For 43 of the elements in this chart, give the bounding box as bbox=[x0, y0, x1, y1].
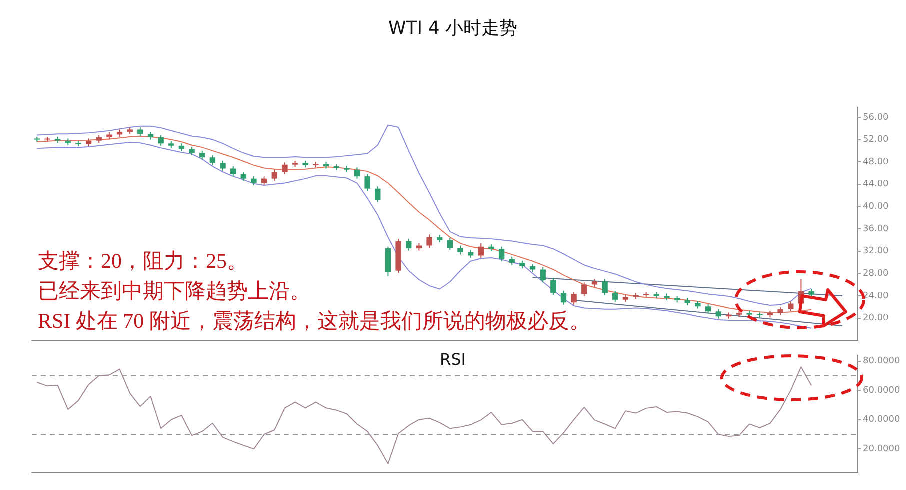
y-tick-label: 44.00 bbox=[863, 180, 890, 190]
y-tick-label: 40.0000 bbox=[863, 415, 900, 426]
candlestick bbox=[210, 154, 216, 166]
candlestick bbox=[540, 267, 546, 284]
candlestick bbox=[705, 304, 712, 314]
y-tick-label: 60.0000 bbox=[863, 386, 900, 396]
annotation: 已经来到中期下降趋势上沿。 bbox=[38, 278, 312, 305]
candlestick bbox=[788, 301, 794, 312]
y-tick-label: 32.00 bbox=[863, 246, 890, 257]
y-tick-label: 56.00 bbox=[863, 112, 890, 123]
y-tick-label: 48.00 bbox=[863, 157, 890, 168]
candlestick bbox=[426, 234, 432, 248]
chart-title: RSI bbox=[440, 350, 466, 369]
y-tick-label: 20.00 bbox=[863, 314, 890, 324]
y-tick-label: 28.00 bbox=[863, 268, 890, 279]
candlestick bbox=[447, 237, 453, 251]
candlestick bbox=[550, 278, 556, 296]
candlestick bbox=[571, 292, 577, 306]
candlestick bbox=[354, 167, 360, 180]
candlestick bbox=[498, 246, 505, 262]
candlestick bbox=[612, 290, 618, 303]
y-tick-label: 80.0000 bbox=[863, 356, 900, 367]
candlestick bbox=[282, 162, 288, 175]
y-tick-label: 40.00 bbox=[863, 202, 890, 212]
candlestick bbox=[364, 174, 370, 192]
candlestick bbox=[385, 246, 392, 277]
annotation: 支撑：20，阻力：25。 bbox=[38, 248, 249, 275]
y-tick-label: 36.00 bbox=[863, 224, 890, 234]
candlestick bbox=[602, 278, 608, 296]
candlestick bbox=[560, 290, 567, 306]
candlestick bbox=[406, 238, 412, 252]
candlestick bbox=[158, 134, 164, 146]
candlestick bbox=[230, 166, 236, 178]
candlestick bbox=[272, 169, 278, 182]
chart-title: WTI 4 小时走势 bbox=[388, 17, 518, 40]
candlestick bbox=[582, 282, 588, 298]
candlestick bbox=[220, 160, 226, 172]
candlestick bbox=[375, 186, 381, 203]
candlestick bbox=[478, 243, 484, 259]
candlestick bbox=[716, 308, 722, 320]
y-tick-label: 20.0000 bbox=[863, 444, 900, 455]
y-tick-label: 52.00 bbox=[863, 135, 890, 146]
annotation: RSI 处在 70 附近，震荡结构，这就是我们所说的物极必反。 bbox=[38, 308, 590, 335]
